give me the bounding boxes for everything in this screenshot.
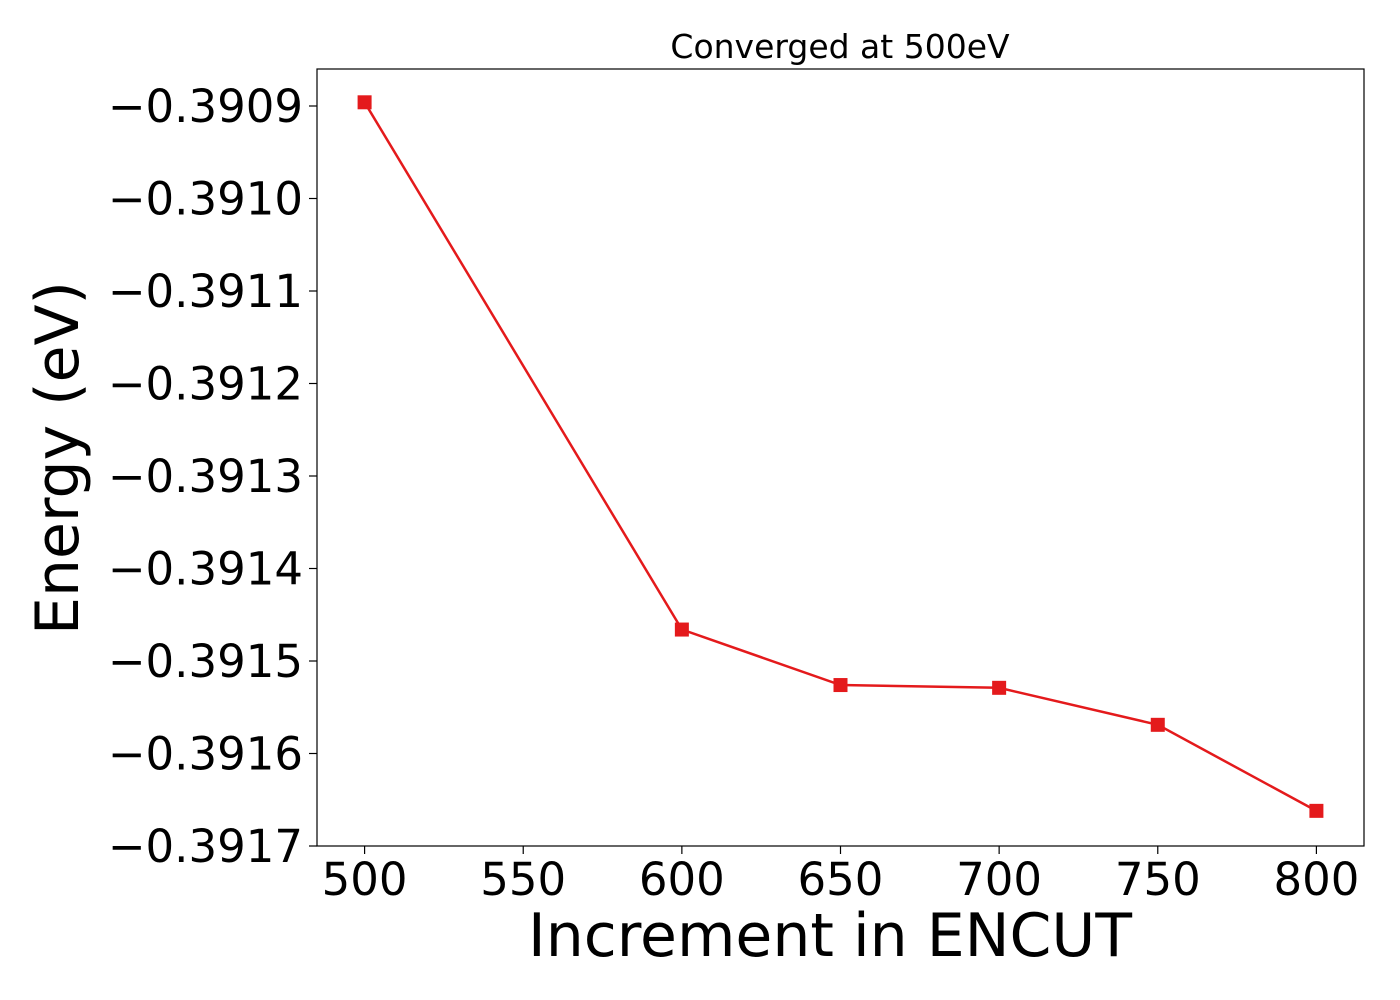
y-axis-label: Energy (eV) <box>23 281 93 635</box>
plot-area: 500 550 600 650 700 750 800 −0.3909 −0.3910 −0.39… <box>108 68 1365 906</box>
data-point <box>357 95 372 110</box>
x-tick-label: 600 <box>639 853 725 906</box>
y-tick-label: −0.3915 <box>108 635 303 688</box>
data-point <box>1309 803 1324 818</box>
x-tick-label: 700 <box>956 853 1042 906</box>
x-tick-label: 750 <box>1115 853 1201 906</box>
x-tick-label: 800 <box>1273 853 1359 906</box>
x-axis-label: Increment in ENCUT <box>528 901 1132 971</box>
chart-title: Converged at 500eV <box>670 27 1010 66</box>
data-point <box>674 622 689 637</box>
data-point <box>833 678 848 693</box>
y-tick-label: −0.3910 <box>108 173 303 226</box>
data-point <box>992 680 1007 695</box>
series-line <box>363 101 1317 812</box>
y-tick-label: −0.3914 <box>108 543 303 596</box>
x-tick-label: 550 <box>480 853 566 906</box>
y-tick-label: −0.3917 <box>108 820 303 873</box>
data-point <box>1150 717 1165 732</box>
y-tick-label: −0.3909 <box>108 80 303 133</box>
y-tick-label: −0.3916 <box>108 728 303 781</box>
y-tick-label: −0.3912 <box>108 358 303 411</box>
y-tick-label: −0.3911 <box>108 265 303 318</box>
plot-frame <box>316 68 1365 847</box>
y-tick-label: −0.3913 <box>108 450 303 503</box>
x-tick-label: 650 <box>798 853 884 906</box>
x-tick-label: 500 <box>322 853 408 906</box>
